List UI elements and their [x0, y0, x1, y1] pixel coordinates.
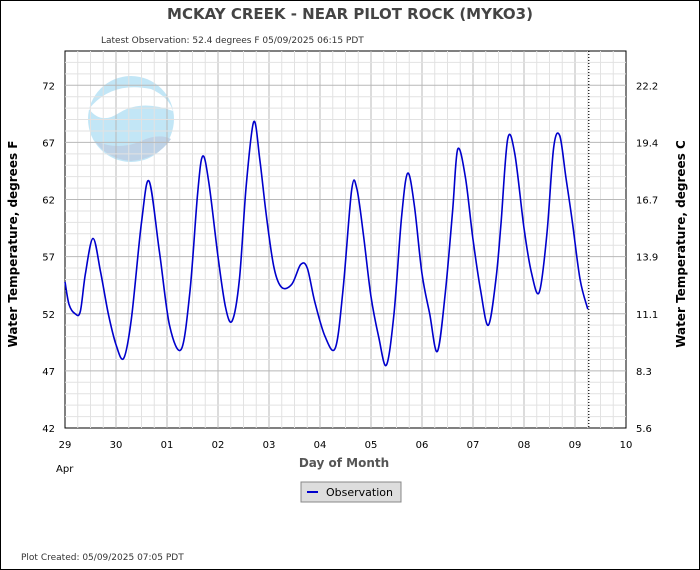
x-tick-label: 08 [518, 440, 531, 451]
y-axis-right-label: Water Temperature, degrees C [674, 140, 688, 348]
chart-title: MCKAY CREEK - NEAR PILOT ROCK (MYKO3) [167, 5, 533, 23]
x-tick-label: 01 [161, 440, 174, 451]
x-tick-label: 04 [314, 440, 327, 451]
y-axis-right-ticks: 5.6 8.3 11.1 13.9 16.7 19.4 22.2 [636, 81, 658, 435]
x-tick-label: 10 [620, 440, 633, 451]
x-tick-label: 05 [365, 440, 378, 451]
legend: Observation [300, 481, 402, 503]
grid-lines [65, 51, 626, 428]
x-month-label: Apr [56, 464, 74, 475]
y-tick-label-left: 62 [42, 196, 55, 207]
y-axis-left-ticks: 42 47 52 57 62 67 72 [42, 81, 55, 435]
y-tick-label-left: 57 [42, 253, 55, 264]
y-tick-label-left: 72 [42, 81, 55, 92]
y-tick-label-right: 5.6 [636, 424, 652, 435]
x-tick-label: 03 [263, 440, 276, 451]
y-tick-label-right: 13.9 [636, 253, 658, 264]
legend-label-observation: Observation [326, 486, 393, 499]
y-tick-label-right: 19.4 [636, 138, 658, 149]
plot-area [64, 50, 627, 429]
y-tick-label-left: 47 [42, 367, 55, 378]
y-tick-label-left: 52 [42, 310, 55, 321]
logo-text: NOAA [113, 95, 149, 108]
plot-created-footer: Plot Created: 05/09/2025 07:05 PDT [21, 553, 184, 563]
y-tick-label-left: 67 [42, 138, 55, 149]
noaa-logo-icon: NOAA [88, 76, 174, 162]
y-axis-left-label: Water Temperature, degrees F [6, 141, 20, 348]
y-tick-label-right: 8.3 [636, 367, 652, 378]
x-tick-label: 02 [212, 440, 225, 451]
x-tick-label: 09 [569, 440, 582, 451]
x-tick-label: 30 [110, 440, 123, 451]
latest-observation: Latest Observation: 52.4 degrees F 05/09… [101, 36, 364, 46]
x-tick-label: 06 [416, 440, 429, 451]
y-tick-label-right: 11.1 [636, 310, 658, 321]
x-axis-label: Day of Month [299, 456, 389, 470]
x-tick-label: 29 [59, 440, 72, 451]
y-tick-label-left: 42 [42, 424, 55, 435]
x-axis-ticks: 29 30 01 02 03 04 05 06 07 08 09 10 [59, 440, 633, 451]
x-tick-label: 07 [467, 440, 480, 451]
legend-box [300, 481, 402, 503]
y-tick-label-right: 22.2 [636, 81, 658, 92]
observation-series-line [64, 120, 589, 367]
y-tick-label-right: 16.7 [636, 196, 658, 207]
